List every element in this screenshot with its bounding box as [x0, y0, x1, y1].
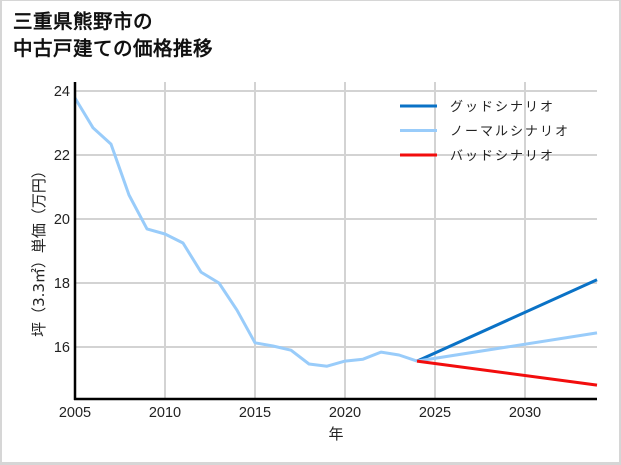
y-tick-label: 16 [54, 340, 70, 356]
y-axis-label: 坪（3.3㎡）単価（万円） [30, 163, 48, 337]
historical-line [73, 97, 418, 368]
x-tick-label: 2025 [419, 405, 451, 421]
y-tick-label: 22 [54, 148, 70, 164]
legend-label-good: グッドシナリオ [450, 100, 555, 115]
x-tick-label: 2015 [239, 405, 271, 421]
chart-title-line-2: 中古戸建ての価格推移 [13, 37, 214, 60]
tick-labels: 2005 2010 2015 2020 2025 2030 16 18 20 22 24 [54, 84, 541, 421]
chart-title: 三重県熊野市の 中古戸建ての価格推移 [13, 8, 213, 62]
legend-label-normal: ノーマルシナリオ [450, 125, 570, 140]
x-tick-label: 2010 [149, 405, 181, 421]
x-axis-label: 年 [328, 425, 343, 443]
x-tick-label: 2005 [59, 405, 91, 421]
gridlines [74, 82, 597, 399]
good-scenario-line [416, 278, 598, 363]
legend-label-bad: バッドシナリオ [450, 149, 555, 164]
axes [73, 82, 597, 401]
data-lines [73, 97, 598, 387]
y-tick-label: 18 [54, 276, 70, 292]
x-tick-label: 2030 [509, 405, 541, 421]
chart-title-line-1: 三重県熊野市の [13, 10, 154, 33]
y-tick-label: 24 [54, 84, 70, 100]
x-tick-label: 2020 [329, 405, 361, 421]
y-tick-label: 20 [54, 212, 70, 228]
bad-scenario-line [416, 359, 598, 387]
normal-scenario-line [416, 331, 598, 363]
